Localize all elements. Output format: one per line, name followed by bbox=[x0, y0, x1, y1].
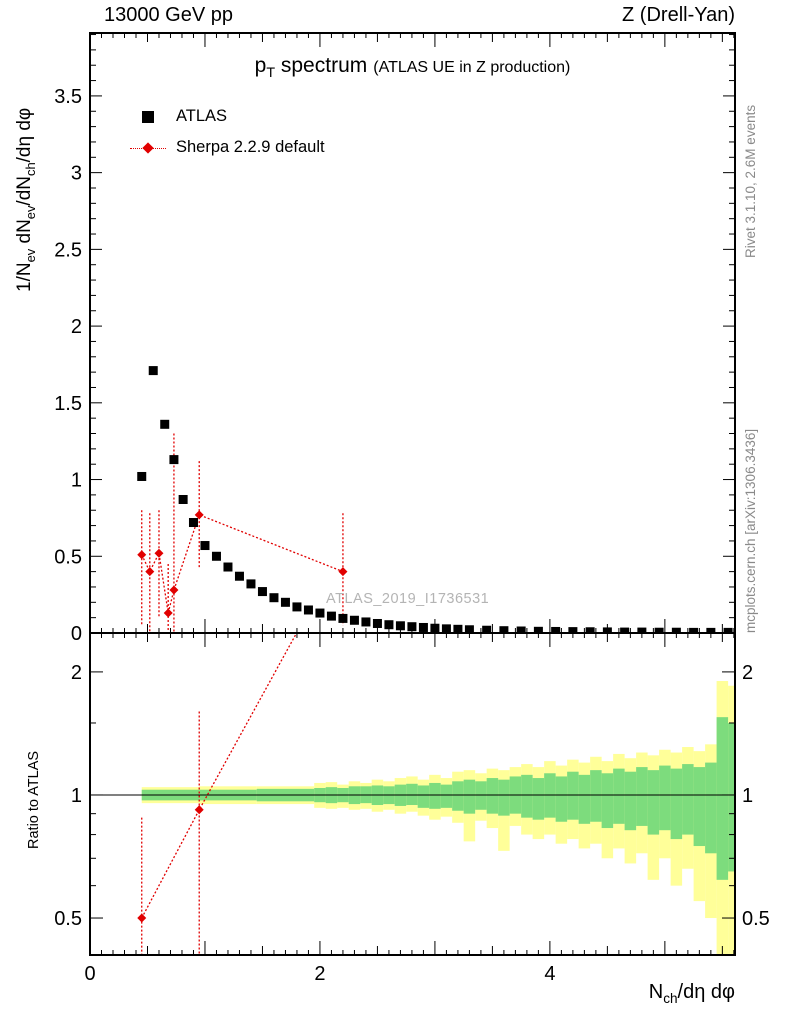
mcplots-arxiv-credit: mcplots.cern.ch [arXiv:1306.3436] bbox=[743, 428, 758, 633]
legend-item-atlas: ATLAS bbox=[130, 101, 325, 132]
svg-text:1: 1 bbox=[742, 785, 753, 807]
svg-text:2: 2 bbox=[314, 963, 325, 985]
svg-text:1.5: 1.5 bbox=[54, 393, 82, 415]
svg-text:0: 0 bbox=[71, 623, 82, 645]
legend-item-sherpa: Sherpa 2.2.9 default bbox=[130, 132, 325, 163]
legend: ATLAS Sherpa 2.2.9 default bbox=[130, 101, 325, 163]
svg-text:4: 4 bbox=[544, 963, 555, 985]
svg-text:0: 0 bbox=[84, 963, 95, 985]
plot-subtitle: (ATLAS UE in Z production) bbox=[373, 59, 571, 76]
ratio-axis-label: Ratio to ATLAS bbox=[26, 750, 42, 849]
svg-text:0.5: 0.5 bbox=[54, 546, 82, 568]
svg-text:3.5: 3.5 bbox=[54, 86, 82, 108]
svg-text:0.5: 0.5 bbox=[742, 908, 770, 930]
rivet-version-credit: Rivet 3.1.10, 2.6M events bbox=[743, 104, 758, 258]
header-beam-energy: 13000 GeV pp bbox=[104, 4, 233, 26]
svg-text:2: 2 bbox=[742, 662, 753, 684]
header-process: Z (Drell-Yan) bbox=[622, 4, 735, 26]
y-axis-label: 1/Nev dNev/dNch/dη dφ bbox=[14, 107, 38, 292]
plot-title: pT spectrum bbox=[254, 54, 368, 82]
legend-label-sherpa: Sherpa 2.2.9 default bbox=[176, 138, 325, 156]
svg-text:3: 3 bbox=[71, 163, 82, 185]
svg-text:1: 1 bbox=[71, 470, 82, 492]
plot-title-row: pT spectrum (ATLAS UE in Z production) bbox=[90, 54, 735, 81]
svg-text:2: 2 bbox=[71, 662, 82, 684]
svg-text:2: 2 bbox=[71, 316, 82, 338]
svg-text:2.5: 2.5 bbox=[54, 239, 82, 261]
analysis-watermark: ATLAS_2019_I1736531 bbox=[326, 591, 490, 607]
svg-text:0.5: 0.5 bbox=[54, 908, 82, 930]
sherpa-diamond-marker-icon bbox=[130, 141, 166, 154]
atlas-square-marker-icon bbox=[130, 110, 166, 123]
svg-text:1: 1 bbox=[71, 785, 82, 807]
legend-label-atlas: ATLAS bbox=[176, 107, 228, 125]
x-axis-label: Nch/dη dφ bbox=[648, 981, 735, 1006]
